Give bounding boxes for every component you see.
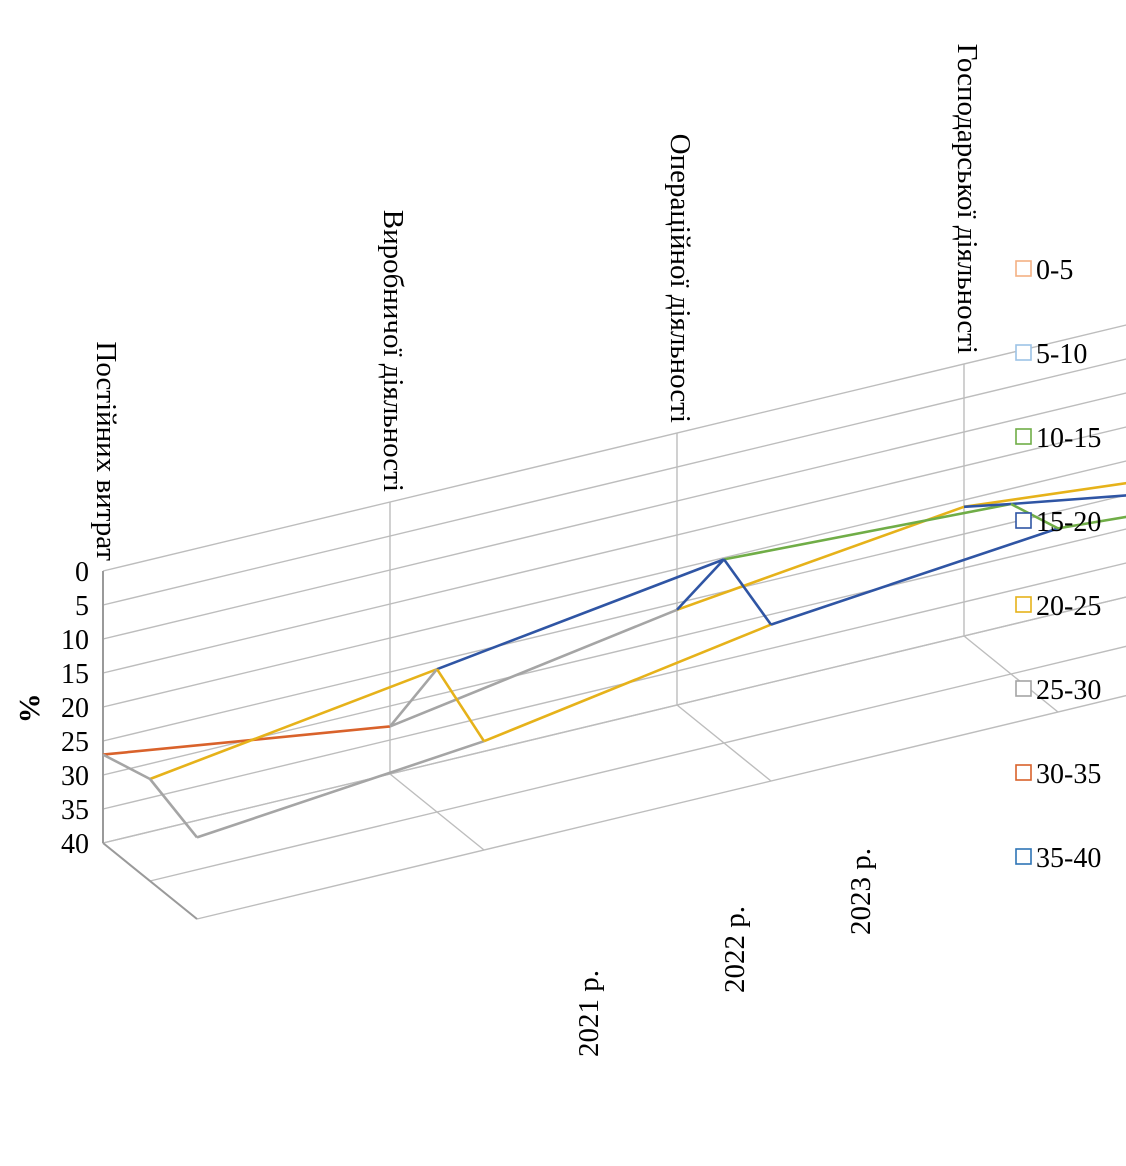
back-wall-gridline xyxy=(102,426,1126,674)
legend: 0-5 5-10 10-15 15-20 20-25 25-30 30-35 35-40 xyxy=(1015,255,1101,874)
legend-swatch xyxy=(1015,344,1032,361)
y-tick-label: 20 xyxy=(61,693,89,724)
back-wall-gridline xyxy=(102,494,1126,742)
category-label: Господарської діяльності xyxy=(951,44,983,354)
surface-edge xyxy=(963,502,1012,509)
chart-gridlines xyxy=(102,324,1126,920)
surface-edge xyxy=(676,505,965,612)
y-axis-label: % xyxy=(13,693,46,723)
back-wall-gridline xyxy=(102,324,1126,572)
y-tick-label: 40 xyxy=(61,829,89,860)
year-label: 2023 р. xyxy=(845,848,877,935)
surface-edge xyxy=(483,623,772,743)
legend-swatch xyxy=(1015,428,1032,445)
surface-edge xyxy=(196,739,485,839)
surface-edge xyxy=(149,667,438,781)
y-tick-label: 10 xyxy=(61,625,89,656)
surface-edge xyxy=(722,558,773,626)
back-wall-gridline xyxy=(102,596,1126,844)
category-label: Виробничої діяльності xyxy=(377,210,409,492)
legend-swatch xyxy=(1015,680,1032,697)
surface-edge xyxy=(1057,515,1126,530)
surface-edge xyxy=(388,668,439,728)
surface-edge xyxy=(963,481,1126,509)
surface-edge xyxy=(435,668,486,742)
surface-edge xyxy=(102,753,151,781)
year-labels: 2021 р. 2022 р. 2023 р. xyxy=(573,848,877,1057)
surface-contours xyxy=(102,481,1126,839)
legend-swatch xyxy=(1015,596,1032,613)
legend-swatch xyxy=(1015,848,1032,865)
legend-label: 20-25 xyxy=(1036,591,1101,622)
depth-axis-line xyxy=(102,842,198,920)
year-label: 2022 р. xyxy=(719,906,751,993)
legend-label: 30-35 xyxy=(1036,759,1101,790)
surface-edge xyxy=(1010,502,1059,530)
year-label: 2021 р. xyxy=(573,970,605,1057)
category-labels: Постійних витрат Виробничої діяльності Опе… xyxy=(90,44,983,562)
legend-label: 10-15 xyxy=(1036,423,1101,454)
surface-edge xyxy=(770,527,1059,626)
surface-edge xyxy=(389,608,678,728)
back-wall-gridline xyxy=(102,392,1126,640)
surface-edge xyxy=(102,725,391,756)
floor-gridline xyxy=(196,694,1126,920)
y-tick-label: 25 xyxy=(61,727,89,758)
surface-edge xyxy=(1010,494,1126,506)
category-label: Постійних витрат xyxy=(90,341,122,561)
back-wall-gridline xyxy=(102,460,1126,708)
back-wall-gridline xyxy=(102,528,1126,776)
y-tick-label: 15 xyxy=(61,659,89,690)
y-tick-label: 30 xyxy=(61,761,89,792)
legend-swatch xyxy=(1015,764,1032,781)
floor-gridline xyxy=(149,645,1126,882)
surface-edge xyxy=(436,558,725,671)
legend-label: 15-20 xyxy=(1036,507,1101,538)
y-tick-label: 0 xyxy=(75,557,89,588)
legend-swatch xyxy=(1015,260,1032,277)
y-tick-label: 5 xyxy=(75,591,89,622)
back-wall-gridline xyxy=(102,358,1126,606)
surface-edge xyxy=(723,502,1012,561)
floor-gridline xyxy=(102,596,1126,844)
legend-label: 0-5 xyxy=(1036,255,1073,286)
back-wall-gridline xyxy=(102,562,1126,810)
legend-label: 5-10 xyxy=(1036,339,1087,370)
legend-swatch xyxy=(1015,512,1032,529)
surface-edge xyxy=(676,558,725,611)
category-label: Операційної діяльності xyxy=(664,134,696,423)
legend-label: 25-30 xyxy=(1036,675,1101,706)
legend-label: 35-40 xyxy=(1036,843,1101,874)
surface-edge xyxy=(148,778,199,839)
y-tick-label: 35 xyxy=(61,795,89,826)
